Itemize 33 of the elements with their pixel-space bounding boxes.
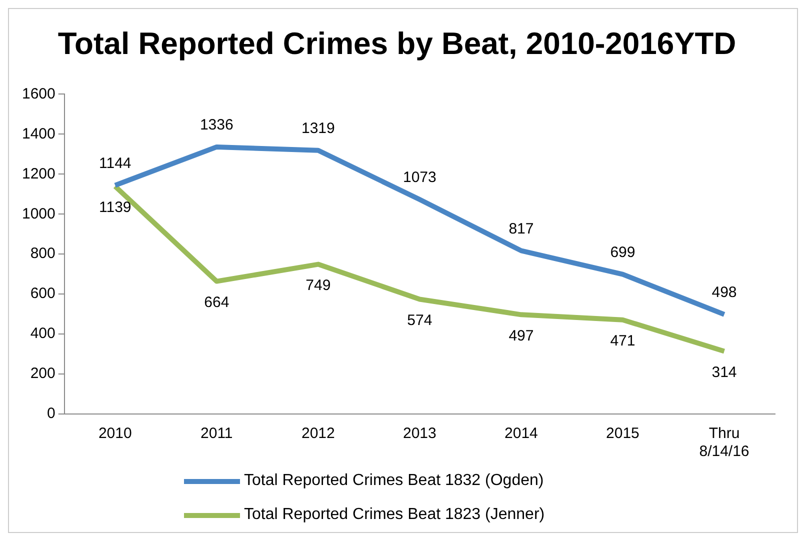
data-label: 1073 (402, 169, 436, 186)
x-tick-label: 2012 (301, 425, 335, 442)
chart-title: Total Reported Crimes by Beat, 2010-2016YTD (58, 26, 736, 62)
data-label: 498 (712, 284, 737, 302)
x-tick-label: 2011 (200, 425, 233, 442)
y-tick-label: 1600 (22, 85, 56, 102)
y-tick-label: 1400 (22, 125, 56, 142)
y-tick-label: 200 (30, 365, 56, 382)
y-tick-label: 1200 (22, 165, 56, 182)
x-tick-label: 2010 (98, 425, 132, 442)
data-label: 1319 (301, 120, 335, 138)
y-tick-label: 0 (47, 405, 56, 422)
legend-label: Total Reported Crimes Beat 1823 (Jenner) (244, 506, 545, 524)
legend-label: Total Reported Crimes Beat 1832 (Ogden) (244, 472, 544, 490)
x-tick-label: 2013 (402, 425, 436, 442)
data-label: 817 (508, 220, 534, 238)
x-tick-label: 2014 (504, 425, 538, 442)
x-tick-label: 2015 (606, 425, 640, 442)
y-tick-label: 800 (30, 245, 56, 262)
data-label: 574 (407, 312, 432, 329)
data-label: 1139 (98, 198, 132, 216)
y-tick-label: 600 (30, 285, 56, 302)
data-label: 471 (610, 332, 636, 350)
y-tick-label: 1000 (22, 205, 56, 222)
data-label: 1144 (98, 154, 132, 172)
data-label: 314 (712, 364, 737, 381)
data-label: 497 (508, 327, 534, 344)
data-label: 699 (610, 244, 636, 261)
x-tick-label: Thru 8/14/16 (699, 425, 750, 460)
data-label: 1336 (200, 116, 234, 134)
y-tick-label: 400 (30, 325, 56, 342)
data-label: 664 (204, 294, 230, 311)
data-label: 749 (306, 276, 331, 294)
